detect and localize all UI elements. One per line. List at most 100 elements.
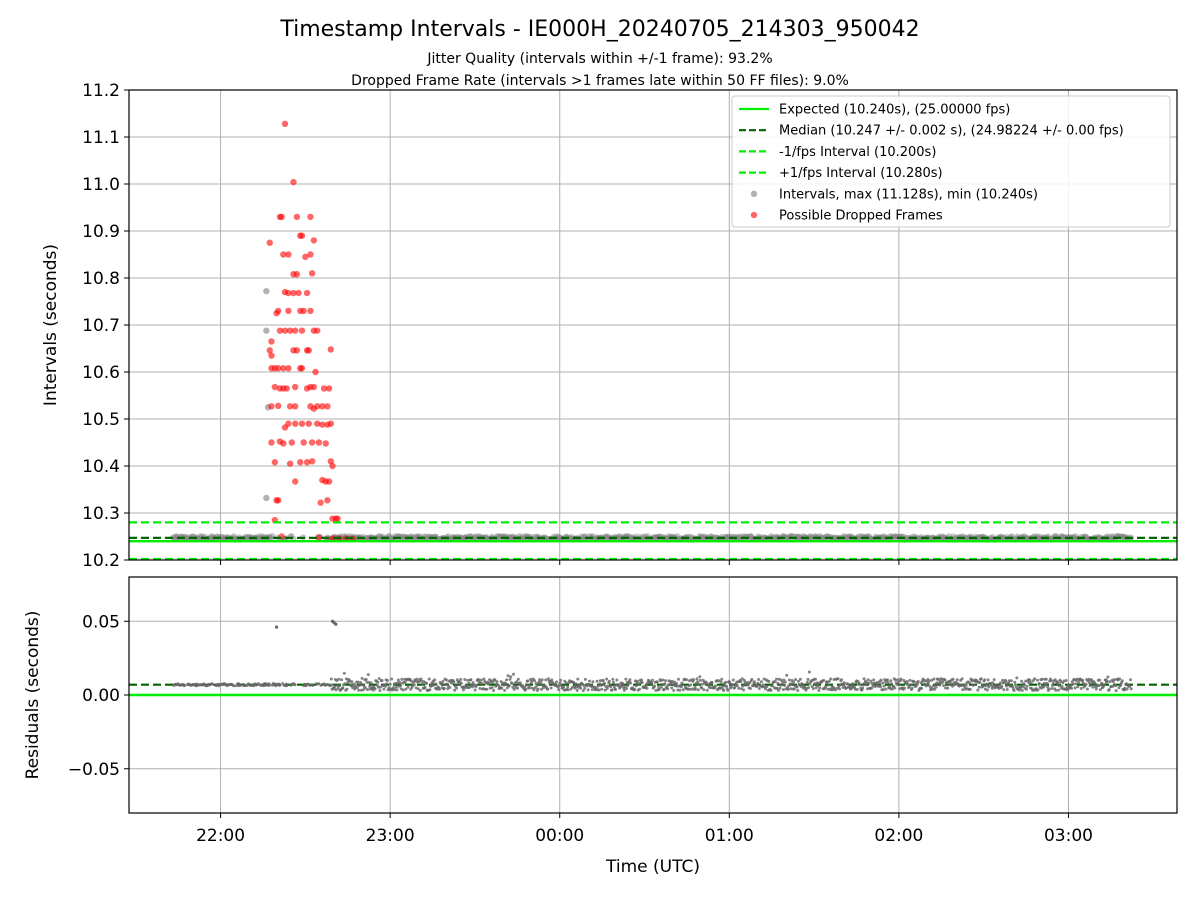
residual-point <box>1020 679 1024 683</box>
residual-point <box>792 680 796 684</box>
residual-point <box>941 680 945 684</box>
dropped-frame-point <box>315 439 323 446</box>
residual-point <box>257 682 261 686</box>
interval-point <box>640 534 647 540</box>
residual-point <box>558 681 562 685</box>
residual-point <box>1107 688 1111 692</box>
residual-point <box>338 684 341 688</box>
residual-point <box>516 686 520 690</box>
residual-point <box>731 678 735 682</box>
dropped-frame-point <box>291 403 299 410</box>
dropped-frame-point <box>291 327 299 334</box>
interval-point <box>461 534 467 541</box>
intervals-y-axis-label: Intervals (seconds) <box>41 244 61 406</box>
residual-point <box>645 686 649 690</box>
residual-point <box>1013 680 1017 684</box>
residual-point <box>617 683 621 687</box>
residual-point <box>566 685 570 689</box>
residual-point <box>485 687 489 691</box>
interval-point <box>243 535 250 541</box>
residual-point <box>968 681 972 685</box>
residual-point <box>805 680 809 684</box>
residual-point <box>390 677 394 681</box>
interval-point <box>1071 535 1078 542</box>
residual-point <box>555 680 559 684</box>
residual-point <box>672 688 676 692</box>
residual-point <box>614 688 617 692</box>
residual-point <box>946 683 950 687</box>
residual-point <box>934 685 938 689</box>
residual-point <box>1004 679 1008 683</box>
residual-point <box>285 684 289 688</box>
residual-point <box>811 687 815 691</box>
residual-point <box>720 677 724 681</box>
residual-point <box>504 682 508 686</box>
interval-point <box>209 535 216 541</box>
residual-point <box>695 677 699 681</box>
residual-point <box>640 678 643 682</box>
dropped-frame-point <box>308 458 316 465</box>
residual-point <box>885 678 889 682</box>
dropped-frame-point <box>275 497 282 504</box>
dropped-frame-point <box>314 420 321 427</box>
residual-point <box>899 677 903 681</box>
interval-point <box>904 534 911 541</box>
legend-box <box>731 95 1171 228</box>
legend-label: -1/fps Interval (10.200s) <box>779 145 936 160</box>
dropped-frame-point <box>285 365 292 372</box>
dropped-frame-point <box>291 383 299 391</box>
interval-point <box>965 534 972 541</box>
residual-point <box>532 688 536 692</box>
residual-point <box>985 682 989 686</box>
residual-point <box>765 685 769 689</box>
interval-point <box>580 534 587 541</box>
residual-point <box>500 686 504 690</box>
residual-point <box>927 679 931 683</box>
residual-point <box>1103 683 1106 687</box>
interval-point <box>566 535 573 541</box>
residual-point <box>473 688 477 692</box>
dropped-frame-point <box>322 440 329 447</box>
residual-point <box>404 687 408 691</box>
residual-point <box>783 680 787 684</box>
residual-point <box>807 686 811 690</box>
residual-point <box>183 684 187 687</box>
interval-point <box>833 535 839 542</box>
y-tick-label: 10.7 <box>82 316 120 336</box>
interval-point <box>221 534 228 541</box>
residual-point <box>1011 685 1015 689</box>
residual-point <box>1015 676 1019 680</box>
residual-point <box>1007 681 1011 685</box>
residual-point <box>909 683 913 687</box>
residual-point <box>380 679 384 682</box>
interval-point <box>722 534 729 541</box>
residual-point <box>726 688 730 692</box>
residual-point <box>728 681 732 685</box>
residual-point <box>1042 685 1046 689</box>
residual-point <box>1094 687 1098 691</box>
residual-point <box>1035 678 1039 682</box>
residual-point <box>625 687 628 690</box>
interval-point-outlier <box>263 494 270 502</box>
x-tick-label: 02:00 <box>874 826 923 846</box>
residual-point <box>1009 679 1013 683</box>
residual-point <box>798 677 802 681</box>
residual-point <box>412 683 416 687</box>
residual-point <box>1118 677 1122 681</box>
interval-point <box>365 535 372 541</box>
residual-point <box>510 681 514 685</box>
residual-point <box>586 688 590 692</box>
interval-point <box>941 534 948 541</box>
residual-point <box>936 677 940 681</box>
interval-point <box>734 535 741 542</box>
residual-point <box>383 684 387 688</box>
residual-point <box>1093 681 1097 685</box>
dropped-frame-point <box>302 253 309 261</box>
residual-point <box>536 687 540 691</box>
residual-point <box>742 688 746 692</box>
residual-point <box>416 687 420 691</box>
residual-point <box>1112 678 1116 682</box>
residual-point <box>827 679 831 683</box>
dropped-frame-point <box>312 368 319 376</box>
interval-point <box>1097 534 1104 541</box>
